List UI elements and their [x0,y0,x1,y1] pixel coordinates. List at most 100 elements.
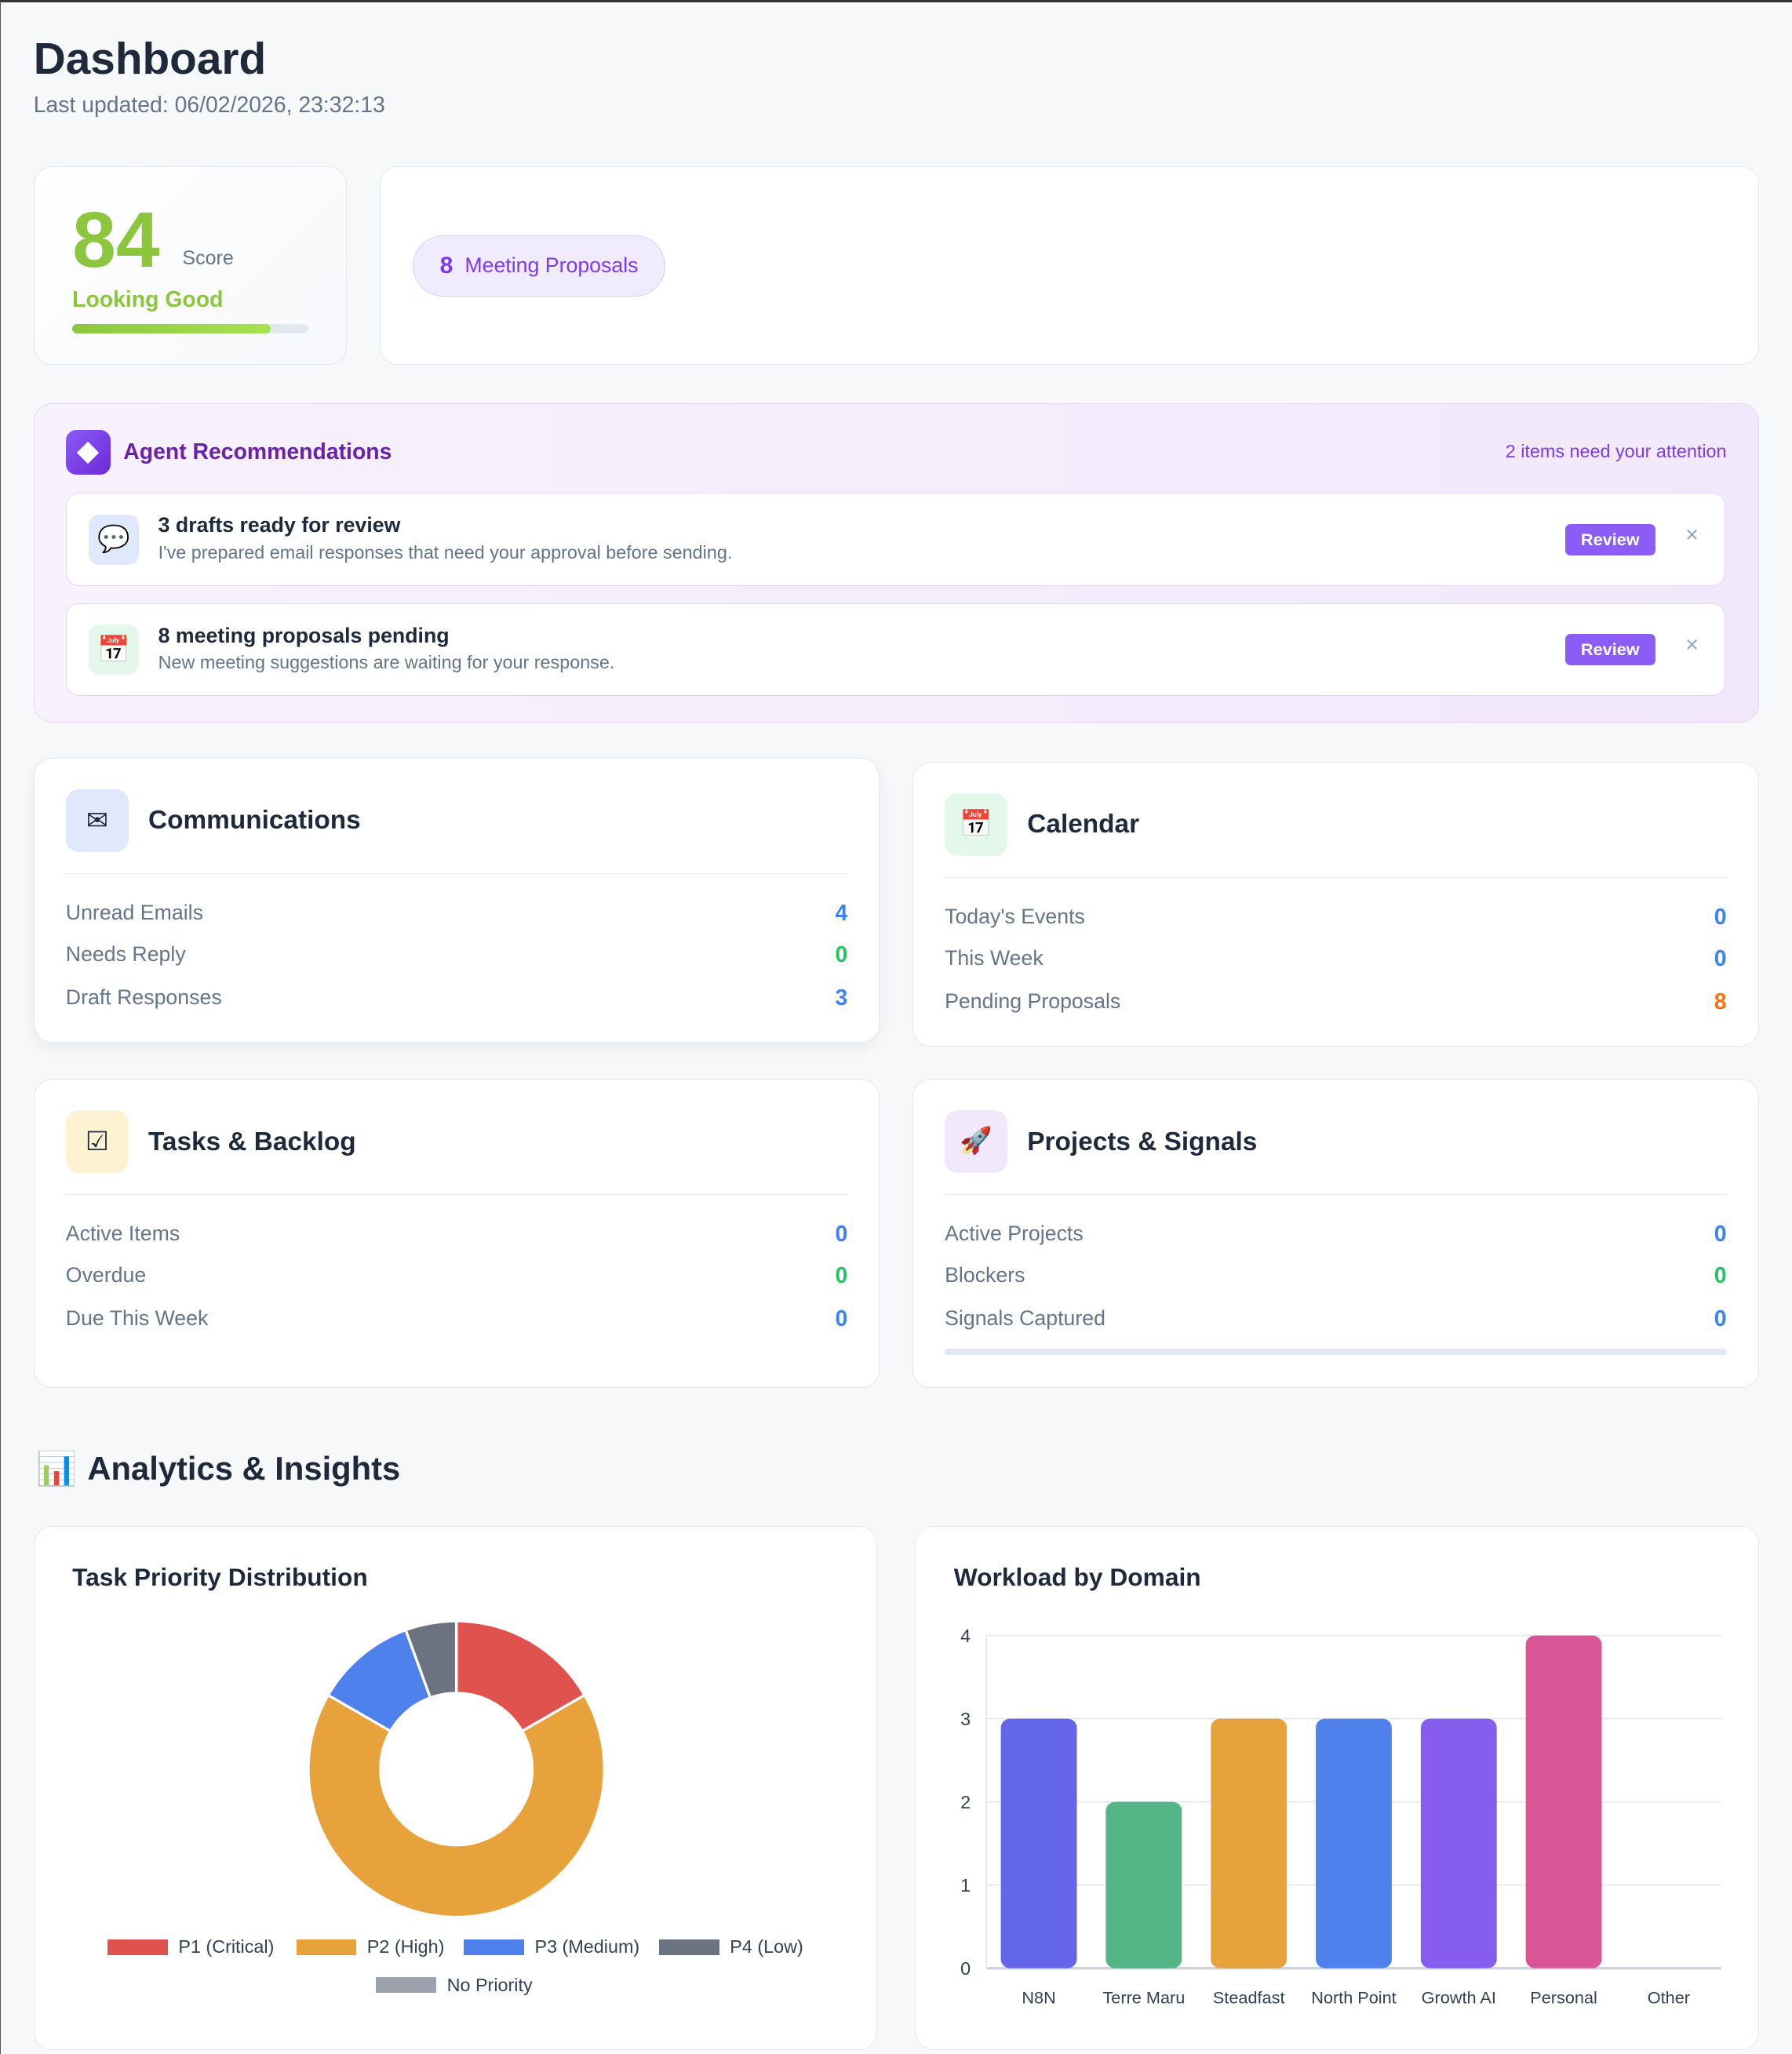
chart-title: Task Priority Distribution [72,1563,368,1592]
y-tick-label: 3 [960,1709,971,1729]
legend-item[interactable]: P2 (High) [296,1936,444,1957]
task-priority-chart-card: Task Priority Distribution P1 (Critical)… [33,1525,877,2050]
stat-value: 4 [835,900,848,926]
bar[interactable] [1211,1718,1288,1968]
stat-label: Today's Events [945,904,1085,928]
score-value: 84 [72,196,160,285]
stat-row: Blockers 0 [945,1263,1726,1289]
legend-swatch [107,1939,169,1955]
meeting-proposals-pill[interactable]: 8 Meeting Proposals [413,235,665,297]
stat-value: 3 [835,985,848,1011]
donut-slice[interactable] [454,1619,587,1733]
recommendation-title: 8 meeting proposals pending [158,623,450,647]
recommendation-description: New meeting suggestions are waiting for … [158,652,615,673]
stat-row: Pending Proposals 8 [945,989,1726,1015]
section-title: Projects & Signals [1027,1127,1258,1156]
review-button[interactable]: Review [1564,523,1655,555]
recommendation-title: 3 drafts ready for review [158,513,401,537]
communications-card[interactable]: ✉ Communications Unread Emails 4 Needs Re… [33,758,880,1043]
x-tick-label: Other [1648,1987,1690,2007]
recommendation-item: 💬 3 drafts ready for review I've prepare… [65,493,1726,586]
legend-item[interactable]: No Priority [376,1974,533,1996]
score-progress-bar [72,324,308,333]
x-tick-label: Personal [1531,1987,1598,2007]
x-tick-label: Terre Maru [1103,1987,1186,2007]
divider [65,1193,848,1195]
bar[interactable] [1421,1718,1498,1968]
legend-item[interactable]: P4 (Low) [659,1936,803,1957]
rocket-icon: 🚀 [945,1109,1008,1173]
tasks-backlog-card[interactable]: ☑ Tasks & Backlog Active Items 0 Overdue 0… [33,1079,880,1389]
legend-item[interactable]: P3 (Medium) [464,1936,639,1957]
envelope-icon: ✉ [65,788,129,852]
score-status: Looking Good [72,287,224,313]
stat-row: Draft Responses 3 [66,985,847,1011]
agent-recommendations-title: Agent Recommendations [123,439,392,464]
speech-bubble-icon: 💬 [89,515,139,565]
stat-label: Due This Week [65,1306,209,1331]
stat-label: Overdue [65,1263,147,1287]
stat-row: Signals Captured 0 [945,1306,1726,1332]
x-tick-label: North Point [1312,1987,1397,2007]
signals-progress-bar [945,1348,1727,1356]
stat-value: 0 [1714,1221,1727,1247]
attention-count: 2 items need your attention [1505,440,1727,461]
stat-row: Needs Reply 0 [66,942,847,968]
recommendation-item: 📅 8 meeting proposals pending New meetin… [65,603,1726,697]
legend-label: P1 (Critical) [178,1936,275,1957]
stat-row: Today's Events 0 [945,905,1726,930]
legend-swatch [296,1939,357,1955]
divider [945,876,1727,878]
x-tick-label: Growth AI [1422,1987,1496,2007]
meeting-proposals-label: Meeting Proposals [464,253,639,278]
legend-swatch [464,1939,525,1955]
donut-slice[interactable] [307,1692,606,1918]
donut-chart [307,1619,606,1918]
stat-value: 0 [1714,1306,1727,1332]
workload-chart-card: Workload by Domain 0 1 2 3 4 N8N Terre Maru Ste… [915,1525,1759,2050]
stat-row: Due This Week 0 [66,1306,847,1332]
analytics-heading: 📊 Analytics & Insights [36,1450,400,1488]
legend-item[interactable]: P1 (Critical) [107,1936,274,1957]
calendar-icon: 📅 [89,625,139,675]
section-title: Calendar [1027,810,1140,839]
stat-label: Blockers [945,1263,1025,1287]
stat-row: Active Items 0 [66,1222,847,1247]
stat-label: Active Items [65,1221,180,1245]
stat-value: 8 [1714,989,1727,1015]
calendar-card[interactable]: 📅 Calendar Today's Events 0 This Week 0 Pe… [912,762,1759,1047]
score-card: 84 Score Looking Good [33,166,347,366]
recommendation-description: I've prepared email responses that need … [158,542,733,563]
legend-label: P3 (Medium) [534,1936,640,1957]
stat-value: 0 [1714,946,1727,972]
meeting-proposals-count: 8 [439,252,453,279]
stat-row: Active Projects 0 [945,1222,1726,1247]
section-title: Tasks & Backlog [148,1127,356,1156]
agent-recommendations-panel: Agent Recommendations 2 items need your … [33,402,1759,723]
stat-label: Needs Reply [65,942,186,967]
analytics-title: Analytics & Insights [87,1450,401,1488]
projects-signals-card[interactable]: 🚀 Projects & Signals Active Projects 0 Bl… [912,1079,1759,1389]
donut-slice[interactable] [403,1619,458,1699]
stat-value: 0 [1714,904,1727,930]
stat-label: Unread Emails [65,900,203,924]
stat-label: This Week [945,946,1044,971]
quick-stats-card: 8 Meeting Proposals [379,166,1759,366]
bar[interactable] [1526,1635,1602,1968]
bar[interactable] [1316,1718,1393,1968]
calendar-icon: 📅 [945,792,1008,856]
close-icon[interactable]: × [1685,523,1699,548]
page-title: Dashboard [33,35,267,85]
stat-row: Overdue 0 [66,1263,847,1289]
bar[interactable] [1105,1801,1182,1968]
checkbox-icon: ☑ [65,1109,129,1173]
review-button[interactable]: Review [1564,634,1655,666]
x-tick-label: Steadfast [1213,1987,1285,2007]
score-label: Score [182,246,234,269]
close-icon[interactable]: × [1685,632,1699,658]
bar[interactable] [1001,1718,1077,1968]
bar-chart: 0 1 2 3 4 N8N Terre Maru Steadfast North Point Gr… [960,1626,1722,2007]
stat-value: 0 [835,1221,848,1247]
legend-label: No Priority [446,1974,533,1995]
